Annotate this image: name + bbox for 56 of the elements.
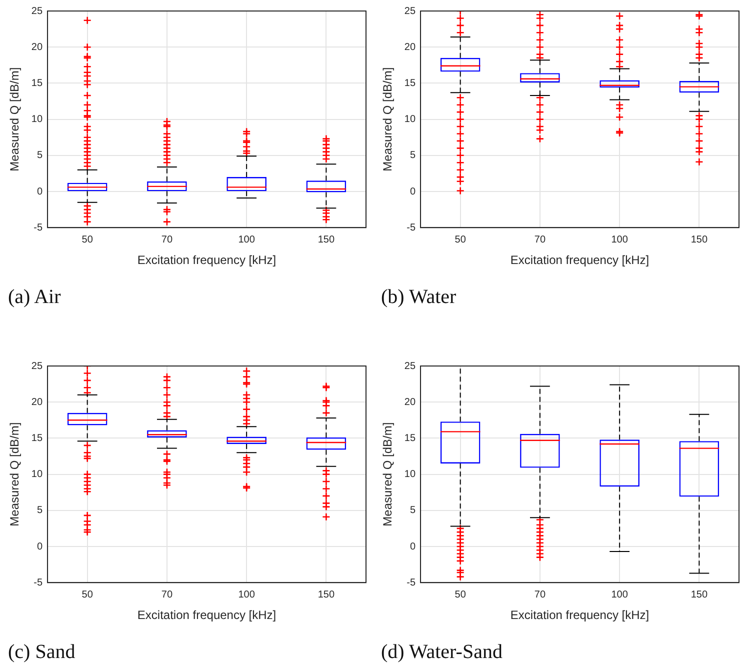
y-tick-label: 25	[31, 360, 43, 372]
x-tick-label: 70	[534, 234, 546, 246]
y-tick-label: 5	[410, 150, 416, 162]
y-tick-label: 5	[36, 505, 43, 516]
y-axis-title: Measured Q [dB/m]	[380, 67, 395, 172]
y-tick-label: 15	[404, 432, 416, 444]
y-tick-label: 5	[36, 150, 43, 162]
y-axis-title: Measured Q [dB/m]	[8, 422, 22, 526]
x-tick-label: 50	[454, 589, 466, 600]
x-tick-label: 150	[690, 234, 708, 246]
y-tick-label: 25	[404, 360, 416, 372]
y-tick-label: 0	[410, 541, 416, 552]
x-tick-label: 150	[318, 589, 335, 600]
x-tick-label: 150	[318, 234, 335, 246]
text: (b) Water	[381, 286, 458, 309]
y-axis-title: Measured Q [dB/m]	[380, 422, 395, 526]
y-tick-label: 0	[36, 186, 43, 198]
y-tick-label: 0	[410, 186, 416, 198]
x-tick-label: 100	[611, 589, 628, 600]
y-tick-label: -5	[406, 577, 416, 588]
text: (c) Sand	[8, 641, 76, 664]
x-tick-label: 50	[82, 589, 94, 600]
x-tick-label: 70	[161, 234, 173, 246]
y-tick-label: 20	[31, 42, 43, 53]
y-tick-label: -5	[406, 222, 416, 234]
x-tick-label: 70	[534, 589, 546, 600]
x-tick-label: 50	[454, 234, 466, 246]
text: (a) Air	[8, 286, 62, 309]
y-tick-label: 20	[404, 396, 416, 408]
y-tick-label: 10	[404, 469, 416, 480]
y-tick-label: 10	[404, 114, 416, 126]
y-tick-label: 10	[31, 469, 43, 480]
y-tick-label: 0	[36, 541, 43, 552]
x-axis-title: Excitation frequency [kHz]	[510, 253, 650, 268]
x-axis-title: Excitation frequency [kHz]	[137, 608, 276, 622]
y-axis-title: Measured Q [dB/m]	[8, 67, 22, 172]
y-tick-label: -5	[34, 577, 43, 588]
x-tick-label: 70	[161, 589, 173, 600]
x-axis-title: Excitation frequency [kHz]	[510, 608, 650, 622]
x-axis-title: Excitation frequency [kHz]	[137, 253, 276, 268]
y-tick-label: 20	[31, 396, 43, 408]
x-tick-label: 100	[238, 234, 256, 246]
y-tick-label: 15	[31, 78, 43, 89]
x-tick-label: 100	[238, 589, 256, 600]
y-tick-label: 15	[31, 432, 43, 444]
x-tick-label: 150	[690, 589, 708, 600]
text: (d) Water-Sand	[381, 641, 504, 664]
y-tick-label: 5	[410, 505, 416, 516]
y-tick-label: 15	[404, 78, 416, 89]
y-tick-label: 25	[31, 6, 43, 17]
y-tick-label: 25	[404, 6, 416, 17]
y-tick-label: 10	[31, 114, 43, 126]
x-tick-label: 50	[82, 234, 94, 246]
y-tick-label: 20	[404, 42, 416, 53]
y-tick-label: -5	[34, 222, 43, 234]
x-tick-label: 100	[611, 234, 628, 246]
